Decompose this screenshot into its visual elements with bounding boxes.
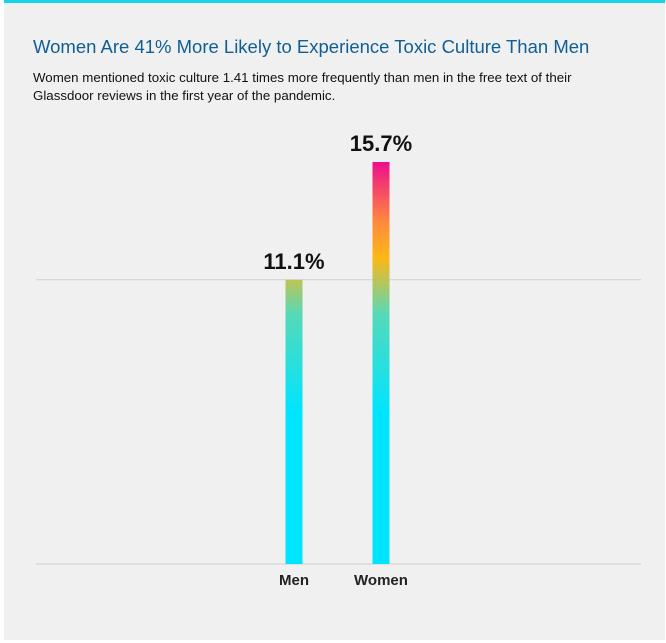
chart-card: Women Are 41% More Likely to Experience … — [4, 0, 665, 640]
gridlines — [36, 279, 641, 565]
data-label-women: 15.7% — [350, 131, 412, 156]
x-tick-label-women: Women — [354, 572, 408, 589]
chart-title: Women Are 41% More Likely to Experience … — [33, 36, 590, 57]
x-tick-label-men: Men — [279, 572, 309, 589]
chart-subtitle: Women mentioned toxic culture 1.41 times… — [33, 70, 572, 103]
bar-women — [372, 162, 390, 564]
data-label-men: 11.1% — [263, 249, 324, 274]
bars — [285, 162, 390, 564]
bar-men — [285, 279, 303, 564]
bar-chart: 11.1% Men 15.7% Women — [36, 131, 641, 589]
labels: 11.1% Men 15.7% Women — [263, 131, 412, 589]
